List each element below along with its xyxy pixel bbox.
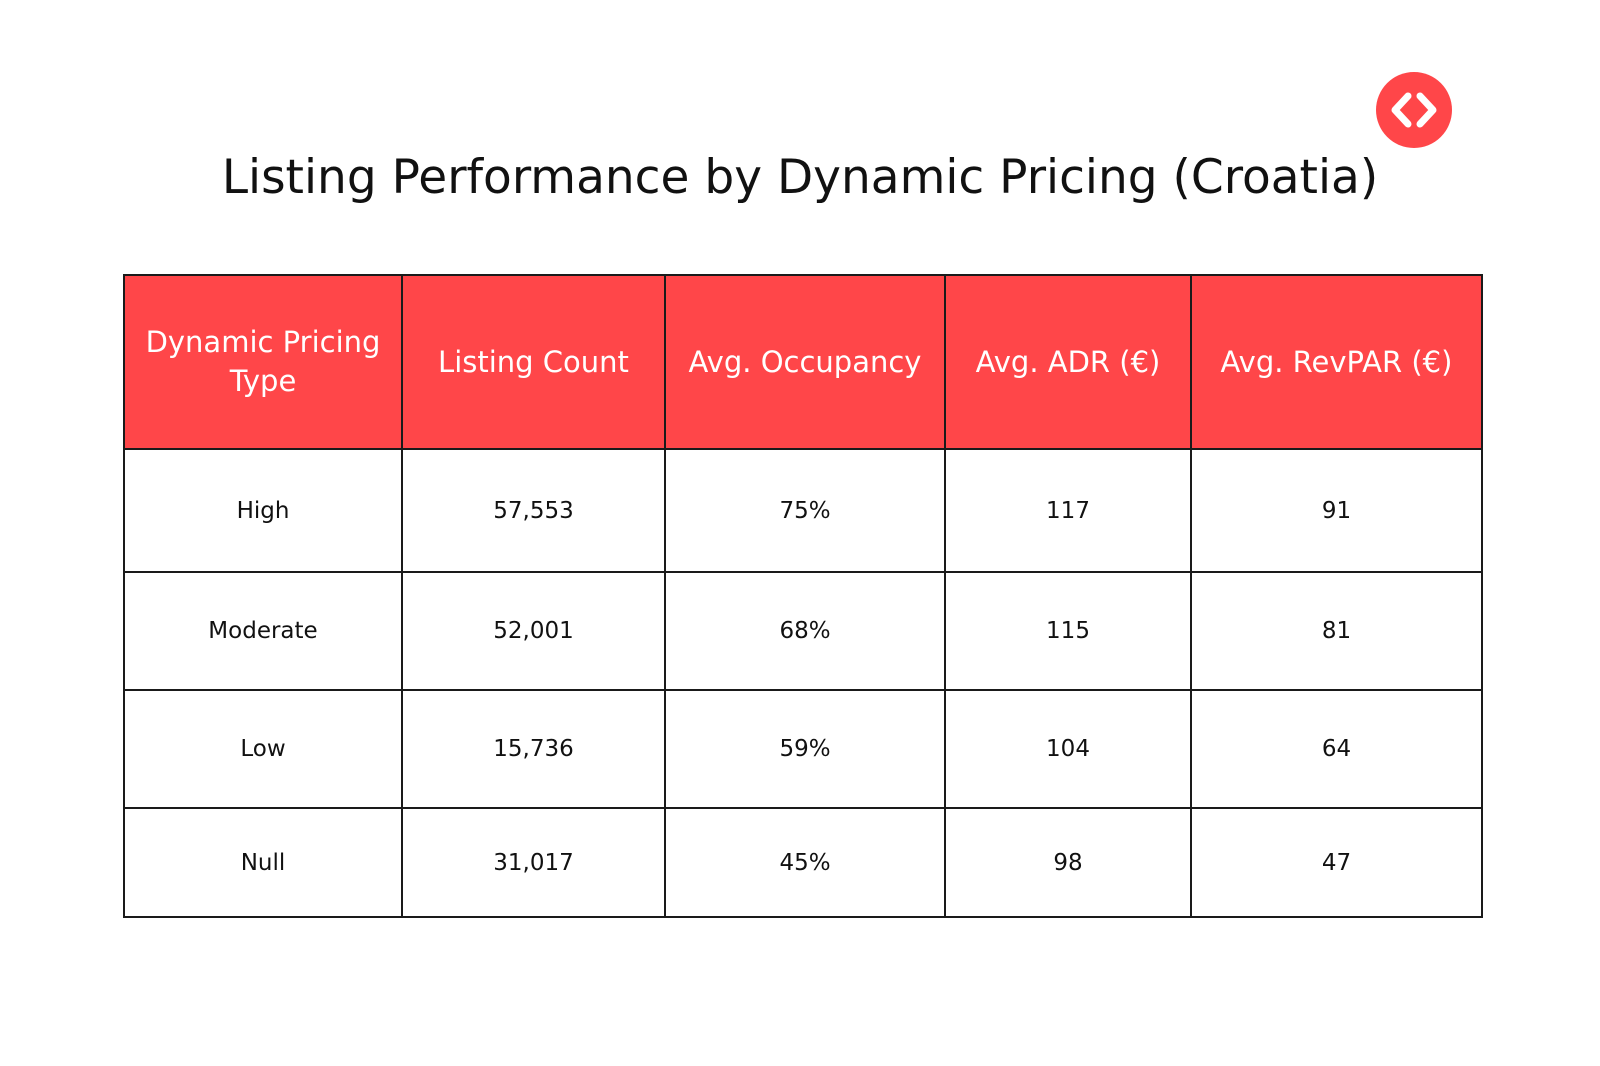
cell-pricing-type: Moderate (123, 571, 403, 691)
cell-avg-adr: 115 (944, 571, 1192, 691)
column-header-pricing-type: Dynamic Pricing Type (123, 274, 403, 450)
column-header-avg-adr: Avg. ADR (€) (944, 274, 1192, 450)
cell-avg-adr: 117 (944, 448, 1192, 573)
cell-listing-count: 57,553 (401, 448, 666, 573)
cell-avg-occupancy: 59% (664, 689, 946, 809)
brand-logo (1376, 72, 1452, 148)
cell-avg-occupancy: 68% (664, 571, 946, 691)
cell-avg-revpar: 47 (1190, 807, 1483, 918)
table-row: Null 31,017 45% 98 47 (123, 807, 1483, 918)
cell-listing-count: 52,001 (401, 571, 666, 691)
cell-pricing-type: Null (123, 807, 403, 918)
cell-listing-count: 15,736 (401, 689, 666, 809)
cell-avg-revpar: 64 (1190, 689, 1483, 809)
cell-listing-count: 31,017 (401, 807, 666, 918)
cell-avg-occupancy: 45% (664, 807, 946, 918)
cell-pricing-type: High (123, 448, 403, 573)
cell-avg-revpar: 91 (1190, 448, 1483, 573)
table-row: Moderate 52,001 68% 115 81 (123, 571, 1483, 691)
table-header-row: Dynamic Pricing Type Listing Count Avg. … (123, 274, 1483, 450)
cell-avg-occupancy: 75% (664, 448, 946, 573)
table-row: High 57,553 75% 117 91 (123, 448, 1483, 573)
table-row: Low 15,736 59% 104 64 (123, 689, 1483, 809)
chart-title: Listing Performance by Dynamic Pricing (… (221, 150, 1379, 205)
cell-avg-adr: 98 (944, 807, 1192, 918)
cell-avg-adr: 104 (944, 689, 1192, 809)
data-table: Dynamic Pricing Type Listing Count Avg. … (123, 274, 1483, 918)
column-header-listing-count: Listing Count (401, 274, 666, 450)
cell-pricing-type: Low (123, 689, 403, 809)
cell-avg-revpar: 81 (1190, 571, 1483, 691)
code-brackets-icon (1391, 92, 1437, 128)
column-header-avg-revpar: Avg. RevPAR (€) (1190, 274, 1483, 450)
column-header-avg-occupancy: Avg. Occupancy (664, 274, 946, 450)
